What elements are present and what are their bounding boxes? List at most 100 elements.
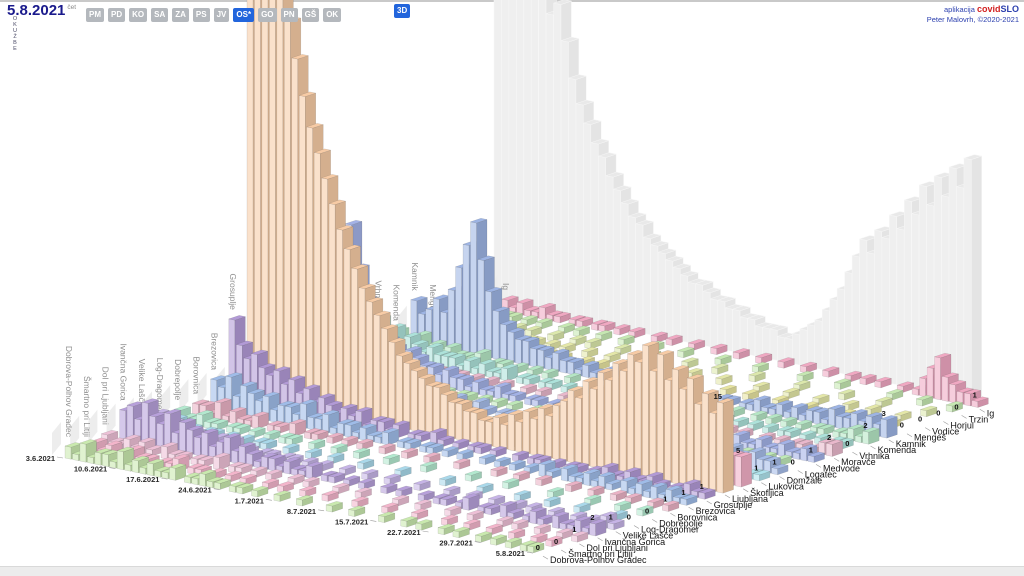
svg-text:1: 1 (572, 525, 576, 534)
svg-text:3.6.2021: 3.6.2021 (26, 454, 55, 463)
svg-text:Logatec: Logatec (805, 469, 838, 479)
svg-text:Lukovica: Lukovica (768, 482, 804, 492)
svg-text:0: 0 (791, 457, 795, 466)
svg-text:1: 1 (663, 494, 667, 503)
y-axis-label: OKUŽBE (12, 16, 18, 52)
svg-text:Grosuplje: Grosuplje (228, 274, 238, 311)
svg-text:2: 2 (827, 433, 831, 442)
svg-text:1: 1 (809, 445, 813, 454)
svg-text:2: 2 (590, 513, 594, 522)
svg-text:Kamnik: Kamnik (410, 262, 420, 291)
svg-text:Borovnica: Borovnica (677, 512, 717, 522)
author-credit: Peter Malovrh, ©2020-2021 (926, 15, 1019, 25)
svg-text:10.6.2021: 10.6.2021 (74, 465, 107, 474)
svg-text:Vrhnika: Vrhnika (373, 280, 383, 309)
svg-text:Velike Lašče: Velike Lašče (623, 531, 674, 541)
svg-text:Škofljica: Škofljica (750, 488, 784, 498)
svg-text:1.7.2021: 1.7.2021 (235, 496, 264, 505)
svg-text:Grosuplje: Grosuplje (714, 500, 753, 510)
svg-text:Trzin: Trzin (969, 414, 989, 424)
svg-text:1: 1 (700, 482, 704, 491)
svg-text:Dol pri Ljubljani: Dol pri Ljubljani (586, 543, 648, 553)
svg-text:Mengeš: Mengeš (914, 433, 947, 443)
region-button-group: PM PD KO SA ZA PS JV OS* GO PN GŠ OK (86, 4, 345, 22)
svg-text:Ig: Ig (501, 283, 511, 290)
svg-text:17.6.2021: 17.6.2021 (126, 475, 159, 484)
svg-text:0: 0 (645, 506, 649, 515)
region-button-OS[interactable]: OS* (233, 8, 255, 22)
region-button-ZA[interactable]: ZA (172, 8, 189, 22)
svg-text:Mengeš: Mengeš (428, 284, 438, 314)
region-button-PS[interactable]: PS (192, 8, 210, 22)
svg-text:Ig: Ig (987, 408, 995, 418)
svg-text:Dobrova-Polhov Gradec: Dobrova-Polhov Gradec (64, 346, 74, 438)
svg-text:15.7.2021: 15.7.2021 (335, 517, 368, 526)
svg-text:0: 0 (936, 408, 940, 417)
svg-text:22.7.2021: 22.7.2021 (387, 528, 420, 537)
region-button-GŠ[interactable]: GŠ (301, 8, 320, 22)
svg-text:Moravče: Moravče (841, 457, 876, 467)
region-button-KO[interactable]: KO (129, 8, 148, 22)
svg-text:Šmartno pri Litiji: Šmartno pri Litiji (568, 549, 633, 559)
svg-text:1: 1 (681, 488, 685, 497)
svg-text:29.7.2021: 29.7.2021 (439, 539, 472, 548)
mode-3d-button[interactable]: 3D (394, 4, 411, 18)
svg-text:0: 0 (627, 513, 631, 522)
svg-text:Log-Dragomer: Log-Dragomer (641, 525, 699, 535)
svg-text:0: 0 (900, 421, 904, 430)
region-button-PN[interactable]: PN (280, 8, 298, 22)
svg-text:Log-Dragomer: Log-Dragomer (155, 358, 165, 413)
svg-text:Domžale: Domžale (787, 476, 823, 486)
svg-text:Dobrepolje: Dobrepolje (659, 518, 703, 528)
svg-text:Brezovica: Brezovica (696, 506, 736, 516)
svg-text:Dol pri Ljubljani: Dol pri Ljubljani (100, 367, 110, 425)
toolbar: 5.8.2021 čet OKUŽBE PM PD KO SA ZA PS JV OS* GO PN… (0, 0, 1024, 52)
svg-text:0: 0 (954, 402, 958, 411)
weekday-superscript: čet (67, 4, 77, 11)
svg-text:2: 2 (863, 421, 867, 430)
svg-text:1: 1 (609, 513, 613, 522)
region-button-GO[interactable]: GO (258, 8, 277, 22)
svg-text:Medvode: Medvode (823, 463, 860, 473)
svg-text:Ivančna Gorica: Ivančna Gorica (605, 537, 666, 547)
svg-text:Velike Lašče: Velike Lašče (137, 359, 147, 407)
svg-text:0: 0 (536, 543, 540, 552)
svg-text:Komenda: Komenda (392, 284, 402, 321)
svg-text:1: 1 (772, 458, 776, 467)
svg-text:24.6.2021: 24.6.2021 (178, 486, 211, 495)
region-button-OK[interactable]: OK (323, 8, 342, 22)
svg-text:Vrhnika: Vrhnika (859, 451, 889, 461)
credits: aplikacija covidSLO Peter Malovrh, ©2020… (927, 3, 1019, 25)
svg-text:5: 5 (736, 446, 740, 455)
region-button-PD[interactable]: PD (108, 8, 126, 22)
svg-text:0: 0 (554, 537, 558, 546)
region-button-SA[interactable]: SA (151, 8, 169, 22)
svg-text:5.8.2021: 5.8.2021 (496, 549, 525, 558)
brand-slo: SLO (1000, 4, 1019, 14)
svg-text:1: 1 (754, 464, 758, 473)
svg-text:Šmartno pri Litiji: Šmartno pri Litiji (82, 376, 92, 437)
app-title-line: aplikacija covidSLO (927, 3, 1019, 15)
svg-text:Vodice: Vodice (932, 427, 959, 437)
svg-text:1: 1 (973, 390, 977, 399)
bottom-strip (0, 566, 1024, 576)
svg-text:Ljubljana: Ljubljana (732, 494, 768, 504)
svg-text:0: 0 (918, 415, 922, 424)
region-button-JV[interactable]: JV (213, 8, 230, 22)
brand-covid: covid (976, 4, 1001, 14)
svg-text:Komenda: Komenda (878, 445, 917, 455)
svg-text:Borovnica: Borovnica (191, 356, 201, 394)
svg-text:Dobrepolje: Dobrepolje (173, 359, 183, 400)
region-button-PM[interactable]: PM (86, 8, 104, 22)
svg-text:Ivančna Gorica: Ivančna Gorica (119, 343, 129, 400)
svg-text:Kamnik: Kamnik (896, 439, 927, 449)
svg-text:15: 15 (714, 392, 722, 401)
svg-text:Dobrova-Polhov Gradec: Dobrova-Polhov Gradec (550, 555, 647, 565)
current-date: 5.8.2021 čet (7, 2, 77, 19)
svg-text:Brezovica: Brezovica (210, 333, 220, 371)
svg-text:8.7.2021: 8.7.2021 (287, 507, 316, 516)
svg-text:3: 3 (882, 409, 886, 418)
svg-text:Horjul: Horjul (950, 420, 974, 430)
